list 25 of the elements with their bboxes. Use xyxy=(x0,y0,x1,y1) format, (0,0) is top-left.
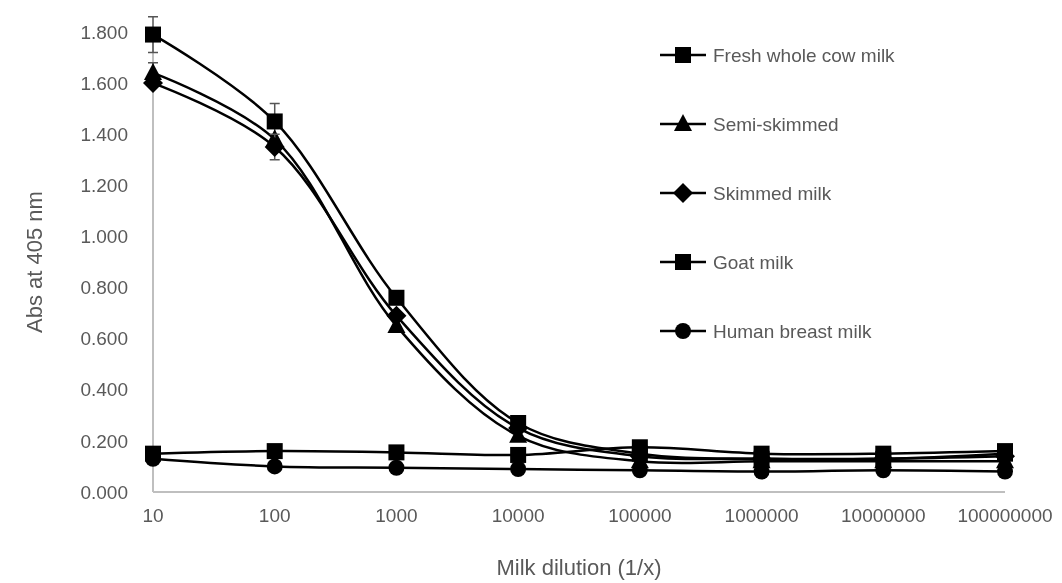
y-tick-label: 1.000 xyxy=(80,226,128,248)
y-tick-label: 0.400 xyxy=(80,379,128,401)
y-axis-title: Abs at 405 nm xyxy=(22,191,47,333)
x-tick-label: 10000000 xyxy=(841,505,926,526)
x-tick-label: 100 xyxy=(258,505,291,526)
x-tick-label: 100000 xyxy=(608,505,672,526)
y-tick-label: 0.200 xyxy=(80,430,128,452)
y-tick-label: 0.600 xyxy=(80,328,128,350)
x-tick-label: 10000 xyxy=(491,505,545,526)
legend-label: Skimmed milk xyxy=(713,182,832,204)
legend-label: Semi-skimmed xyxy=(713,113,839,135)
x-tick-label: 100000000 xyxy=(957,505,1053,526)
x-tick-label: 10 xyxy=(142,505,164,526)
x-axis-title: Milk dilution (1/x) xyxy=(496,555,662,580)
y-tick-label: 0.000 xyxy=(80,481,128,503)
legend-label: Fresh whole cow milk xyxy=(713,44,896,66)
y-tick-label: 0.800 xyxy=(80,277,128,299)
y-tick-label: 1.600 xyxy=(80,72,128,94)
y-tick-label: 1.400 xyxy=(80,123,128,145)
legend-label: Goat milk xyxy=(713,251,794,273)
x-tick-label: 1000000 xyxy=(724,505,799,526)
y-tick-label: 1.800 xyxy=(80,21,128,43)
y-tick-label: 1.200 xyxy=(80,174,128,196)
x-tick-label: 1000 xyxy=(375,505,418,526)
legend-label: Human breast milk xyxy=(713,320,872,342)
